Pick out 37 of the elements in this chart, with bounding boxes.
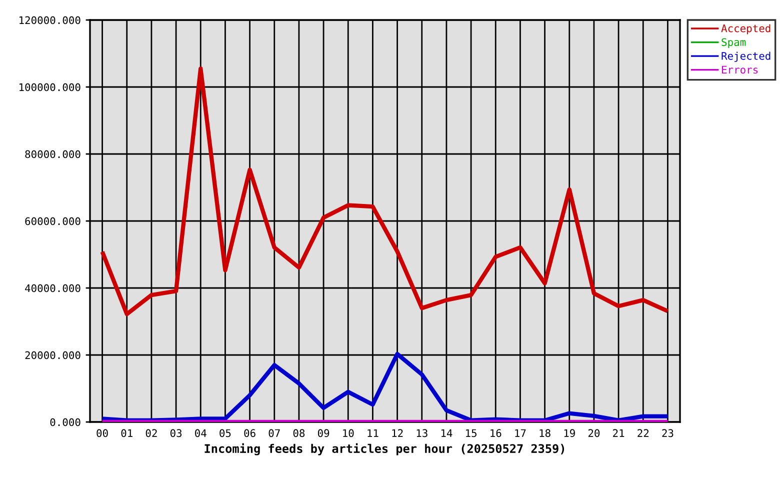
x-tick-label: 06 [244,429,256,438]
x-tick-label: 14 [441,429,452,437]
x-tick-label: 16 [490,429,502,438]
legend-label: Spam [722,38,746,48]
x-tick-label: 17 [515,429,526,437]
x-tick-label: 10 [343,429,354,438]
legend-label: Rejected [722,52,770,62]
x-tick-label: 02 [146,429,157,438]
x-tick-label: 20 [588,429,600,438]
x-tick-label: 13 [416,429,428,438]
x-tick-label: 15 [466,429,476,438]
line-series [100,66,670,316]
y-tick-label: 100000.000 [20,83,80,92]
x-tick-label: 05 [220,429,231,438]
x-axis-title: Incoming feeds by articles per hour (20250527 2359) [204,443,564,456]
x-tick-label: 18 [540,429,550,438]
x-tick-label: 19 [564,429,575,438]
y-tick-label: 20000.000 [25,351,80,360]
x-tick-label: 12 [392,429,403,437]
y-tick-label: 0.000 [50,418,80,426]
x-tick-label: 03 [170,429,182,438]
y-tick-label: 120000.000 [20,16,80,24]
x-tick-label: 21 [613,429,624,437]
x-tick-label: 01 [121,429,132,438]
x-tick-label: 23 [662,429,674,438]
x-tick-label: 08 [293,429,305,438]
y-tick-label: 80000.000 [25,150,80,158]
x-tick-label: 09 [318,429,330,438]
y-tick-label: 40000.000 [25,284,80,292]
legend-label: Errors [722,66,758,74]
legend-label: Accepted [721,24,770,34]
x-tick-label: 07 [268,429,280,438]
x-tick-label: 00 [96,429,108,438]
y-tick-label: 60000.000 [25,217,80,226]
x-tick-label: 04 [195,429,206,438]
x-tick-label: 11 [368,429,378,437]
x-tick-label: 22 [638,429,649,437]
